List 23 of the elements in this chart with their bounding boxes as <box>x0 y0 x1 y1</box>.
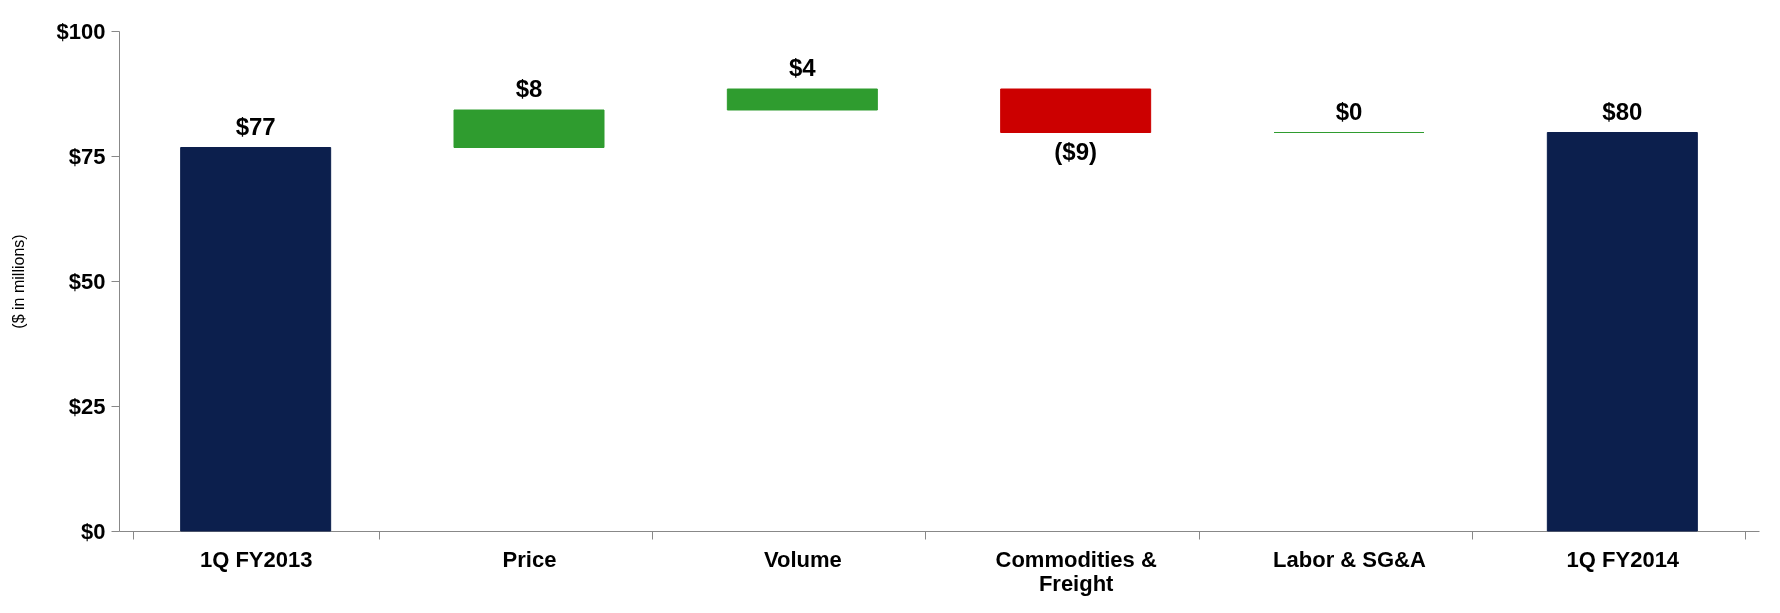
x-tick-label: 1Q FY2013 <box>199 546 313 572</box>
bar <box>1000 88 1152 133</box>
y-axis-title: ($ in millions) <box>9 234 27 329</box>
data-label: $4 <box>788 54 817 81</box>
data-label: ($9) <box>1054 137 1098 165</box>
x-tick-label: Labor & SG&A <box>1273 546 1426 572</box>
x-tick-label: Volume <box>763 546 842 572</box>
x-tick-label: 1Q FY2014 <box>1566 546 1680 572</box>
y-tick-label: $75 <box>68 143 106 169</box>
y-tick-label: $50 <box>68 268 106 294</box>
bar <box>726 88 878 111</box>
bar <box>1546 132 1698 532</box>
y-tick-label: $25 <box>68 393 106 419</box>
data-label: $77 <box>235 112 276 140</box>
data-label: $80 <box>1602 97 1643 125</box>
bar <box>180 147 332 532</box>
x-tick-label: Price <box>502 546 557 572</box>
bar <box>453 109 605 148</box>
y-tick-label: $100 <box>56 18 106 44</box>
x-tick-label: Commodities & Freight <box>995 546 1157 596</box>
data-label: $8 <box>515 75 543 102</box>
y-tick-label: $0 <box>81 518 106 544</box>
data-label: $0 <box>1335 97 1363 125</box>
